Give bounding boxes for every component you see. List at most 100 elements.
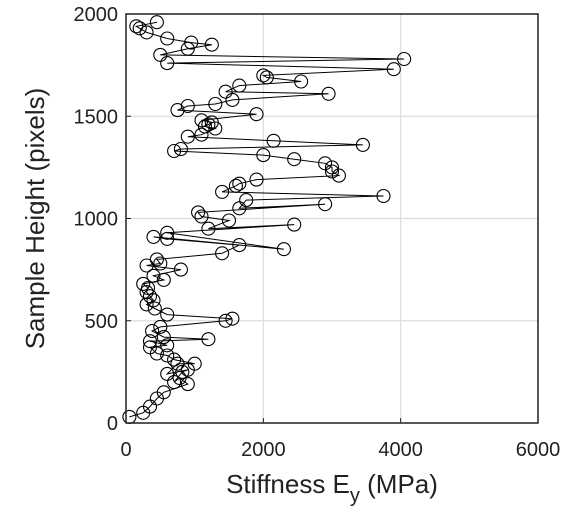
data-point-marker [156,272,171,287]
x-tick-label: 6000 [516,439,561,461]
data-point-marker [160,56,175,71]
data-point-marker [139,258,154,273]
data-point-marker [232,176,247,191]
x-tick-label: 0 [120,439,131,461]
data-point-marker [146,229,161,244]
data-point-marker [160,307,175,322]
data-point-marker [208,96,223,112]
data-point-marker [201,117,216,132]
data-point-marker [153,319,168,334]
data-point-marker [136,276,151,291]
data-point-marker [149,15,164,30]
data-point-marker [153,47,168,62]
data-point-marker [324,160,340,175]
data-point-marker [142,399,158,414]
data-point-marker [232,201,247,216]
y-tick-label: 1500 [74,106,119,128]
data-point-marker [249,172,264,187]
data-point-marker [147,301,162,316]
data-point-marker [201,332,216,347]
data-point-marker [146,293,161,308]
data-point-marker [149,252,164,267]
data-point-marker [331,168,346,183]
y-axis-title: Sample Height (pixels) [20,88,50,350]
data-point-marker [167,143,182,159]
data-point-marker [287,217,302,232]
data-point-marker [167,352,182,367]
data-point-marker [201,221,216,236]
data-point-marker [225,311,240,326]
data-point-marker [142,334,158,349]
tick-labels: 0 2000 4000 6000 0 500 1000 1500 2000 [74,4,561,461]
data-point-marker [160,225,175,240]
data-point-marker [160,231,175,246]
data-point-marker [132,21,147,36]
y-tick-label: 1000 [74,209,119,231]
data-point-marker [204,37,219,52]
data-point-marker [180,98,195,114]
data-point-marker [221,213,237,228]
data-point-marker [170,103,185,118]
data-point-marker [142,289,158,304]
data-point-marker [228,178,243,193]
x-tick-label: 4000 [378,439,423,461]
x-axis-title-unit: (MPa) [360,469,438,499]
data-point-marker [146,268,161,283]
data-point-marker [142,340,158,355]
series-group [122,15,412,424]
y-tick-label: 500 [85,311,118,333]
y-tick-label: 2000 [74,4,119,26]
x-axis-title-main: Stiffness E [226,469,350,499]
data-point-marker [321,86,336,101]
data-point-marker [184,35,199,50]
data-point-marker [145,323,160,339]
data-point-marker [239,193,254,208]
data-point-marker [173,141,188,157]
data-point-marker [180,129,195,144]
data-point-marker [318,156,333,171]
data-point-marker [294,74,309,89]
data-point-marker [232,78,247,93]
data-point-marker [215,184,230,199]
data-point-marker [139,25,154,40]
data-point-marker [139,297,154,312]
data-point-marker [355,137,370,152]
data-point-marker [249,107,264,122]
x-axis-title: Stiffness Ey (MPa) [226,469,438,507]
data-point-marker [259,70,274,85]
grid-lines [125,13,539,424]
data-point-marker [129,19,144,34]
data-point-marker [324,164,340,179]
x-tick-label: 2000 [241,439,286,461]
data-point-marker [215,246,230,261]
data-point-marker [167,375,182,390]
data-point-marker [218,313,233,328]
data-point-marker [232,238,247,253]
data-point-marker [156,330,171,345]
data-point-marker [170,356,185,371]
data-point-marker [160,31,175,46]
data-point-marker [266,133,281,148]
data-point-marker [194,113,209,128]
y-tick-label: 0 [107,413,118,435]
data-point-marker [191,205,206,220]
data-point-marker [187,356,202,371]
data-point-marker [173,262,188,277]
data-point-marker [276,242,291,257]
data-point-marker [287,152,302,167]
data-point-marker [160,338,175,353]
data-point-marker [397,51,412,67]
data-point-marker [256,68,271,83]
data-point-marker [160,348,175,363]
data-point-marker [318,197,333,212]
data-point-marker [386,62,401,77]
x-axis-title-subscript: y [350,485,360,507]
data-point-marker [376,188,391,204]
data-point-marker [153,256,168,271]
data-point-marker [194,127,209,142]
data-point-marker [218,84,233,99]
data-point-marker [204,115,219,130]
data-point-marker [140,280,156,296]
